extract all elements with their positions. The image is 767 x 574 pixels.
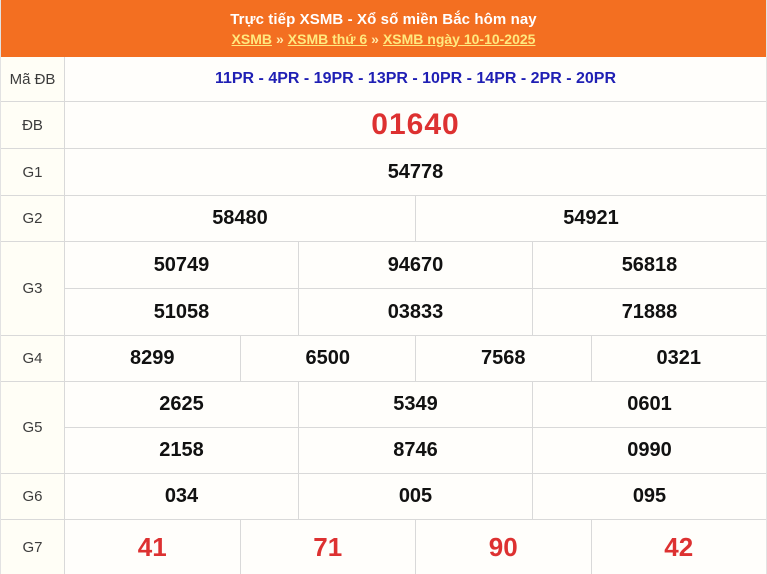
prize-value: 5349: [299, 382, 533, 427]
prize-value: 034: [65, 474, 299, 519]
prize-label-g4: G4: [1, 336, 65, 381]
g3-subrow-2: 51058 03833 71888: [65, 289, 766, 335]
prize-value: 42: [664, 531, 694, 562]
prize-label-g6: G6: [1, 474, 65, 519]
g5-subrow-1: 2625 5349 0601: [65, 382, 766, 428]
prize-label-db: ĐB: [1, 102, 65, 148]
prize-value: 005: [299, 474, 533, 519]
prize-value: 0601: [627, 393, 672, 415]
jackpot-value: 01640: [371, 108, 460, 141]
prize-value: 2625: [65, 382, 299, 427]
prize-value: 095: [632, 485, 667, 507]
row-g2: G2 58480 54921: [1, 196, 766, 242]
breadcrumb-link-xsmb-date[interactable]: XSMB ngày 10-10-2025: [382, 30, 536, 47]
breadcrumb-link-xsmb-thu-6[interactable]: XSMB thứ 6: [287, 30, 368, 47]
g3-subrow-1: 50749 94670 56818: [65, 242, 766, 289]
row-g6: G6 034 005 095: [1, 474, 766, 520]
prize-value: 71: [241, 520, 416, 574]
prize-value: 54778: [387, 160, 444, 183]
prize-label-ma-db: Mã ĐB: [1, 57, 65, 101]
prize-value: 0990: [627, 439, 672, 461]
prize-value: 8746: [299, 428, 533, 473]
prize-label-g2: G2: [1, 196, 65, 241]
row-db: ĐB 01640: [1, 102, 766, 149]
results-table: Mã ĐB 11PR - 4PR - 19PR - 13PR - 10PR - …: [1, 57, 766, 574]
prize-value: 90: [416, 520, 592, 574]
prize-value: 54921: [563, 207, 619, 229]
prize-value: 2158: [65, 428, 299, 473]
row-ma-db: Mã ĐB 11PR - 4PR - 19PR - 13PR - 10PR - …: [1, 57, 766, 102]
prize-value: 51058: [65, 289, 299, 335]
breadcrumb-separator: »: [275, 30, 284, 47]
prize-value: 8299: [65, 336, 241, 381]
prize-value: 50749: [65, 242, 299, 288]
prize-value: 58480: [65, 196, 416, 241]
row-g7: G7 41 71 90 42: [1, 520, 766, 574]
prize-label-g5: G5: [1, 382, 65, 473]
prize-value: 7568: [416, 336, 592, 381]
page-title: Trực tiếp XSMB - Xổ số miền Bắc hôm nay: [230, 10, 537, 28]
prize-value: 03833: [299, 289, 533, 335]
prize-value: 94670: [299, 242, 533, 288]
prize-value: 6500: [241, 336, 416, 381]
row-g5: G5 2625 5349 0601 2158 8746 0990: [1, 382, 766, 474]
prize-label-g7: G7: [1, 520, 65, 574]
row-g1: G1 54778: [1, 149, 766, 196]
prize-label-g1: G1: [1, 149, 65, 195]
breadcrumb: XSMB» XSMB thứ 6» XSMB ngày 10-10-2025: [232, 31, 536, 47]
prize-value: 56818: [621, 253, 678, 276]
special-code-value: 11PR - 4PR - 19PR - 13PR - 10PR - 14PR -…: [214, 70, 617, 87]
prize-value: 71888: [621, 300, 678, 323]
g5-subrow-2: 2158 8746 0990: [65, 428, 766, 473]
prize-label-g3: G3: [1, 242, 65, 335]
prize-value: 41: [65, 520, 241, 574]
row-g4: G4 8299 6500 7568 0321: [1, 336, 766, 382]
breadcrumb-link-xsmb[interactable]: XSMB: [231, 30, 272, 47]
prize-value: 0321: [656, 347, 702, 369]
page-header: Trực tiếp XSMB - Xổ số miền Bắc hôm nay …: [1, 0, 766, 57]
breadcrumb-separator: »: [371, 30, 379, 47]
row-g3: G3 50749 94670 56818 51058 03833 71888: [1, 242, 766, 336]
